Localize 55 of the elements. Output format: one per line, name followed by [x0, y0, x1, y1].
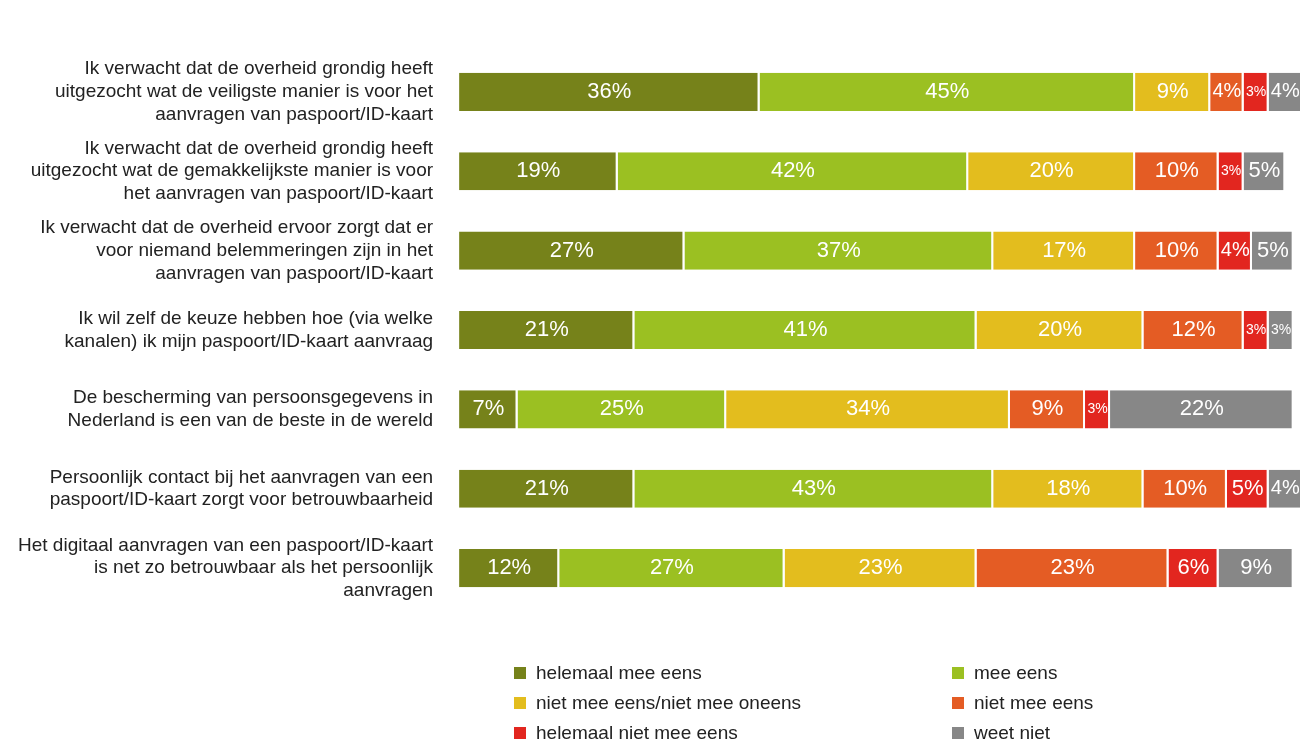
data-label: 23%: [858, 554, 903, 580]
data-label: 4%: [1212, 79, 1242, 102]
legend-label: helemaal niet mee eens: [536, 722, 738, 744]
data-label: 3%: [1245, 320, 1267, 337]
data-label: 7%: [472, 395, 505, 421]
data-label: 34%: [846, 395, 891, 421]
data-label: 20%: [1029, 157, 1074, 183]
data-label: 23%: [1050, 554, 1095, 580]
data-label: 6%: [1177, 554, 1210, 580]
data-label: 9%: [1031, 395, 1064, 421]
data-label: 36%: [587, 77, 632, 103]
data-label: 20%: [1037, 316, 1082, 342]
legend-label: niet mee eens/niet mee oneens: [536, 692, 802, 714]
data-label: 5%: [1248, 157, 1281, 183]
y-tick-label: Ik verwacht dat de overheid grondig heeft uitgezocht wat de gemakkelijkste manier is voor het aanvragen van paspoort/ID-kaart: [30, 136, 434, 204]
data-label: 22%: [1179, 395, 1224, 421]
y-tick-label: Ik verwacht dat de overheid grondig heeft uitgezocht wat de veiligste manier is voor het aanvragen van paspoort/ID-kaart: [54, 57, 434, 124]
data-label: 4%: [1270, 79, 1300, 102]
legend-label: weet niet: [974, 722, 1051, 744]
data-label: 17%: [1042, 236, 1087, 262]
data-label: 27%: [549, 236, 594, 262]
data-label: 10%: [1163, 474, 1208, 500]
data-label: 18%: [1046, 474, 1091, 500]
y-tick-label: Het digitaal aanvragen van een paspoort/ID-kaart is net zo betrouwbaar als het persoonlijk aanvragen: [17, 533, 434, 601]
data-label: 25%: [599, 395, 644, 421]
data-label: 3%: [1220, 162, 1242, 179]
data-label: 45%: [925, 77, 970, 103]
data-label: 41%: [783, 316, 828, 342]
data-label: 10%: [1154, 236, 1199, 262]
data-label: 3%: [1087, 400, 1108, 417]
data-label: 4%: [1270, 476, 1300, 499]
legend-label: helemaal mee eens: [536, 662, 702, 684]
legend-label: mee eens: [974, 662, 1058, 684]
data-label: 9%: [1156, 77, 1189, 103]
y-tick-label: Ik verwacht dat de overheid ervoor zorgt dat er voor niemand belemmeringen zijn in het aanvragen van paspoort/ID-kaart: [40, 216, 434, 283]
data-label: 5%: [1256, 236, 1289, 262]
data-label: 12%: [487, 554, 532, 580]
data-label: 27%: [649, 554, 694, 580]
data-label: 12%: [1171, 316, 1216, 342]
data-label: 42%: [770, 157, 815, 183]
y-tick-label: Persoonlijk contact bij het aanvragen van een paspoort/ID-kaart zorgt voor betrouwbaarheid: [49, 465, 434, 510]
y-tick-label: De bescherming van persoonsgegevens in Nederland is een van de beste in de wereld: [67, 386, 434, 431]
data-label: 5%: [1231, 474, 1264, 500]
data-label: 3%: [1271, 320, 1292, 337]
legend-label: niet mee eens: [974, 692, 1094, 714]
data-label: 21%: [524, 316, 569, 342]
data-label: 4%: [1220, 238, 1250, 261]
data-label: 3%: [1245, 82, 1267, 99]
data-label: 21%: [524, 474, 569, 500]
data-label: 37%: [816, 236, 861, 262]
data-label: 43%: [791, 474, 836, 500]
data-label: 9%: [1240, 554, 1272, 580]
y-tick-label: Ik wil zelf de keuze hebben hoe (via welke kanalen) ik mijn paspoort/ID-kaart aanvraag: [64, 306, 434, 351]
data-label: 10%: [1154, 157, 1199, 183]
data-label: 19%: [516, 157, 561, 183]
